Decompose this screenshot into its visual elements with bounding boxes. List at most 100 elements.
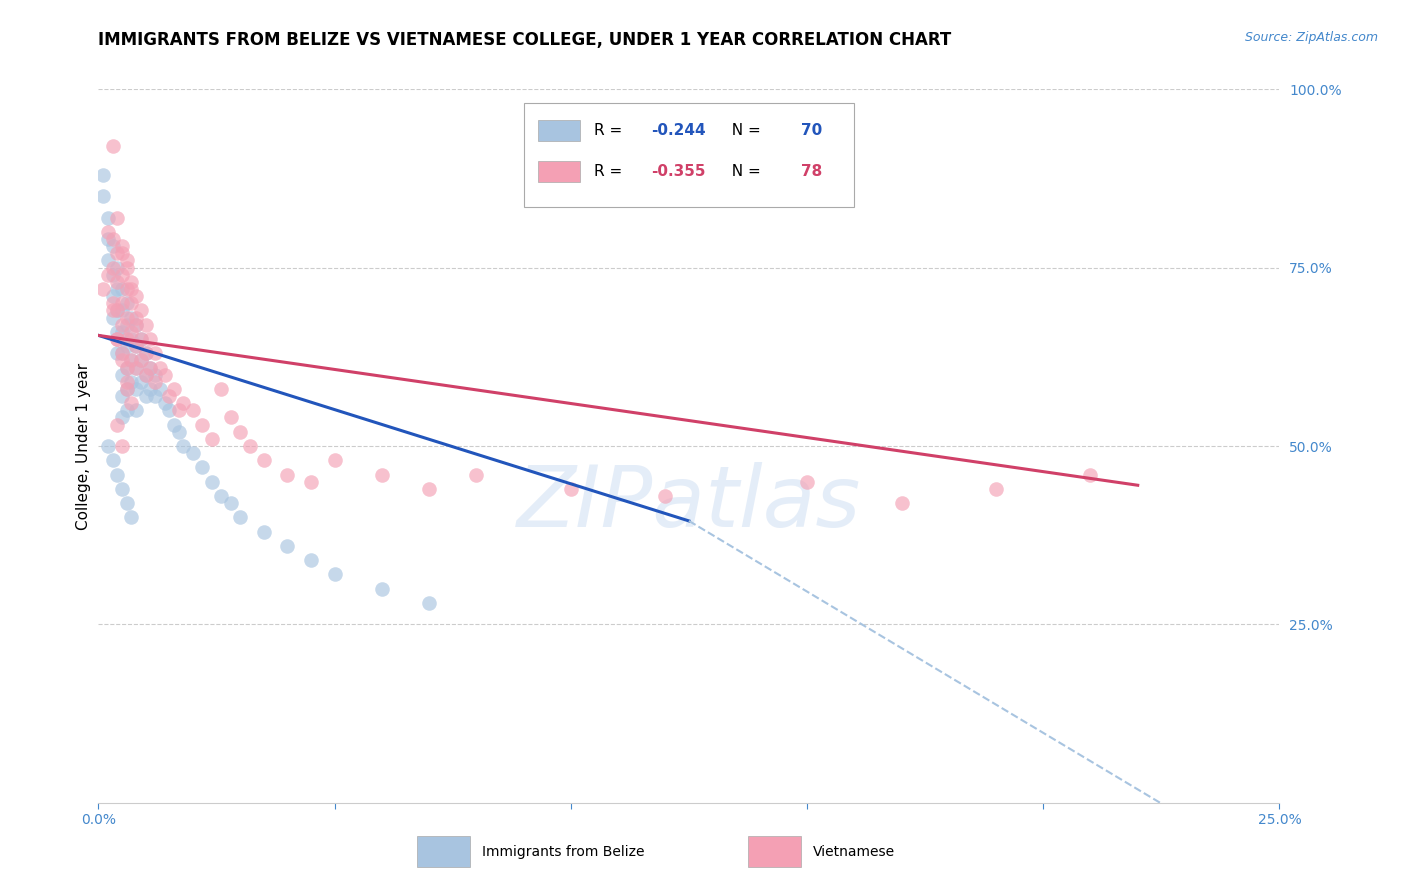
Point xyxy=(129,353,152,368)
Point xyxy=(111,325,134,339)
Point xyxy=(101,239,124,253)
Point xyxy=(115,382,138,396)
Text: IMMIGRANTS FROM BELIZE VS VIETNAMESE COLLEGE, UNDER 1 YEAR CORRELATION CHART: IMMIGRANTS FROM BELIZE VS VIETNAMESE COL… xyxy=(98,31,952,49)
Point xyxy=(229,510,252,524)
Text: -0.244: -0.244 xyxy=(651,123,706,138)
Bar xyxy=(418,837,471,867)
Point xyxy=(135,318,157,332)
Point xyxy=(163,382,186,396)
Point xyxy=(91,189,114,203)
Point xyxy=(105,303,128,318)
Point xyxy=(191,417,214,432)
Point xyxy=(105,346,128,360)
Point xyxy=(253,524,276,539)
Point xyxy=(121,510,143,524)
Point xyxy=(97,439,120,453)
Point xyxy=(149,360,172,375)
Point xyxy=(121,296,143,310)
Point xyxy=(101,260,124,275)
Point xyxy=(121,325,143,339)
Bar xyxy=(537,161,581,182)
Point xyxy=(105,417,128,432)
Point xyxy=(143,368,166,382)
Point xyxy=(129,332,152,346)
Point xyxy=(105,282,128,296)
Point xyxy=(201,432,224,446)
Point xyxy=(167,403,190,417)
Point xyxy=(121,332,143,346)
Point xyxy=(135,368,157,382)
Point xyxy=(91,168,114,182)
Point xyxy=(139,382,162,396)
Point xyxy=(125,382,148,396)
Point xyxy=(276,539,298,553)
Point xyxy=(418,596,440,610)
Point xyxy=(209,489,232,503)
Point xyxy=(172,439,194,453)
Text: Source: ZipAtlas.com: Source: ZipAtlas.com xyxy=(1244,31,1378,45)
Point xyxy=(121,275,143,289)
Text: R =: R = xyxy=(595,123,627,138)
Point xyxy=(111,296,134,310)
Point xyxy=(115,282,138,296)
Point xyxy=(111,439,134,453)
Point xyxy=(105,332,128,346)
Point xyxy=(115,332,138,346)
Bar xyxy=(748,837,801,867)
Point xyxy=(1080,467,1102,482)
Point xyxy=(105,303,128,318)
Text: Immigrants from Belize: Immigrants from Belize xyxy=(482,845,645,859)
Point xyxy=(121,353,143,368)
Text: 70: 70 xyxy=(801,123,823,138)
Text: 78: 78 xyxy=(801,164,823,178)
Point xyxy=(219,410,242,425)
Point xyxy=(125,318,148,332)
Bar xyxy=(537,120,581,141)
Point xyxy=(125,318,148,332)
Point xyxy=(276,467,298,482)
Point xyxy=(135,346,157,360)
Point xyxy=(135,389,157,403)
Point xyxy=(101,310,124,325)
Point xyxy=(125,360,148,375)
Point xyxy=(97,232,120,246)
Point xyxy=(101,232,124,246)
Point xyxy=(139,332,162,346)
Point xyxy=(115,375,138,389)
Point xyxy=(149,382,172,396)
Point xyxy=(371,582,394,596)
Point xyxy=(115,496,138,510)
Text: Vietnamese: Vietnamese xyxy=(813,845,896,859)
Point xyxy=(125,403,148,417)
Point xyxy=(91,282,114,296)
Point xyxy=(153,368,176,382)
Point xyxy=(115,310,138,325)
Point xyxy=(111,353,134,368)
Point xyxy=(101,453,124,467)
Point xyxy=(125,339,148,353)
Text: -0.355: -0.355 xyxy=(651,164,706,178)
Point xyxy=(371,467,394,482)
Point xyxy=(191,460,214,475)
Point xyxy=(111,282,134,296)
Point xyxy=(129,332,152,346)
Point xyxy=(111,303,134,318)
Y-axis label: College, Under 1 year: College, Under 1 year xyxy=(76,362,91,530)
Point xyxy=(465,467,488,482)
Point xyxy=(654,489,676,503)
Point xyxy=(129,353,152,368)
Point xyxy=(105,332,128,346)
Point xyxy=(121,375,143,389)
Point xyxy=(105,246,128,260)
Point xyxy=(101,268,124,282)
Point xyxy=(115,403,138,417)
Point xyxy=(121,282,143,296)
Point xyxy=(125,289,148,303)
Point xyxy=(125,360,148,375)
Point xyxy=(135,368,157,382)
Point xyxy=(323,567,346,582)
Point xyxy=(101,303,124,318)
Point xyxy=(209,382,232,396)
Point xyxy=(111,268,134,282)
Point xyxy=(219,496,242,510)
